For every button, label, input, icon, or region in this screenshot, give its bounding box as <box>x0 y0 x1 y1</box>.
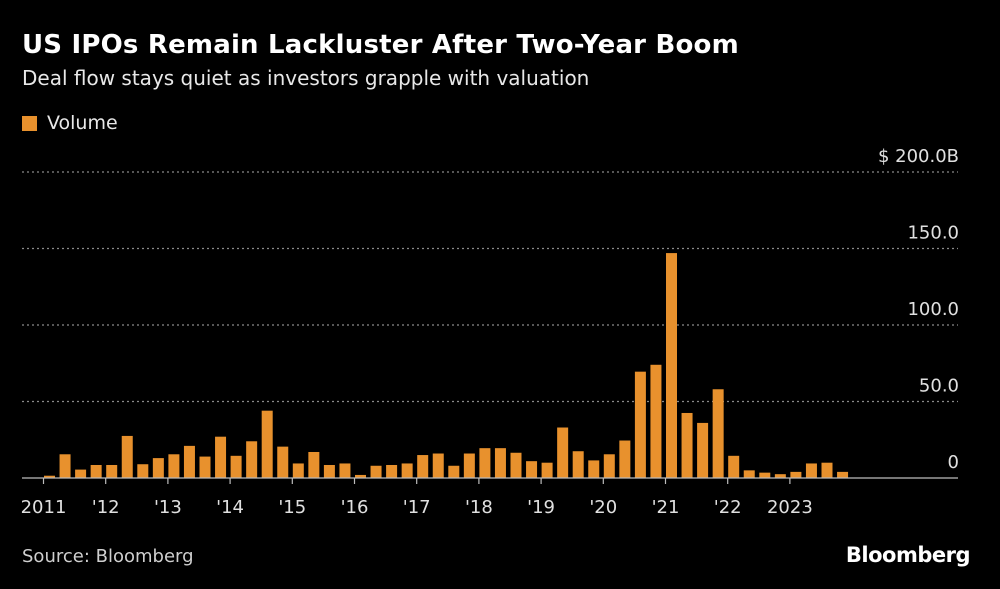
bar <box>479 448 491 478</box>
bar <box>386 464 398 478</box>
bar <box>308 451 320 478</box>
bar <box>215 436 227 478</box>
bar <box>59 454 71 478</box>
x-tick-label: '18 <box>465 497 493 518</box>
legend: Volume <box>22 112 118 134</box>
bar <box>805 463 817 478</box>
bar <box>681 412 693 478</box>
bar <box>790 471 802 478</box>
x-tick-label: '14 <box>216 497 244 518</box>
bar <box>75 469 87 478</box>
bar <box>541 462 553 478</box>
bar <box>619 440 631 478</box>
bar <box>837 471 849 478</box>
bar <box>323 464 335 478</box>
bar <box>230 455 242 478</box>
bar <box>370 465 382 478</box>
bar <box>246 441 258 478</box>
bar <box>168 454 180 478</box>
bar <box>650 364 662 478</box>
bar <box>588 460 600 478</box>
bar <box>712 389 724 478</box>
y-tick-label: 0 <box>948 452 959 473</box>
bar <box>152 458 164 478</box>
y-tick-label: 100.0 <box>907 299 959 320</box>
x-tick-label: 2011 <box>21 497 67 518</box>
y-tick-label: $ 200.0B <box>878 146 959 167</box>
y-tick-label: 150.0 <box>907 223 959 244</box>
bar <box>743 470 755 478</box>
bar <box>557 427 569 478</box>
bar <box>339 463 351 478</box>
bar <box>261 410 273 478</box>
bar <box>510 452 522 478</box>
bar <box>572 451 584 478</box>
bar <box>401 463 413 478</box>
x-tick-label: '16 <box>341 497 369 518</box>
bar <box>634 371 646 478</box>
bar <box>90 464 102 478</box>
bar <box>463 453 475 478</box>
x-tick-label: '20 <box>589 497 617 518</box>
x-tick-label: '15 <box>278 497 306 518</box>
x-tick-label: 2023 <box>767 497 813 518</box>
bar <box>137 464 149 478</box>
x-tick-label: '13 <box>154 497 182 518</box>
bar <box>277 446 289 478</box>
bar <box>821 462 833 478</box>
x-tick-label: '21 <box>652 497 680 518</box>
bar <box>448 465 460 478</box>
bar <box>121 435 133 478</box>
x-tick-label: '22 <box>714 497 742 518</box>
chart-title: US IPOs Remain Lackluster After Two-Year… <box>22 30 739 60</box>
chart-subtitle: Deal flow stays quiet as investors grapp… <box>22 66 590 90</box>
source-note: Source: Bloomberg <box>22 546 194 567</box>
bar <box>697 422 709 478</box>
x-tick-label: '19 <box>527 497 555 518</box>
bar <box>292 463 304 478</box>
bar <box>494 448 506 478</box>
x-tick-label: '12 <box>92 497 120 518</box>
bar <box>526 461 538 478</box>
bar <box>199 456 211 478</box>
bar <box>44 475 55 478</box>
bar <box>759 472 771 478</box>
x-tick-label: '17 <box>403 497 431 518</box>
bar <box>774 474 786 478</box>
legend-swatch <box>22 115 37 131</box>
bar <box>355 474 366 478</box>
bar <box>666 253 677 478</box>
bloomberg-logo: Bloomberg <box>845 543 971 567</box>
bar <box>728 455 740 478</box>
bar <box>603 454 615 478</box>
bar <box>417 455 429 478</box>
bar <box>432 453 444 478</box>
legend-label: Volume <box>47 112 118 134</box>
bar <box>106 464 118 478</box>
y-tick-label: 50.0 <box>919 376 959 397</box>
bar <box>183 445 195 478</box>
